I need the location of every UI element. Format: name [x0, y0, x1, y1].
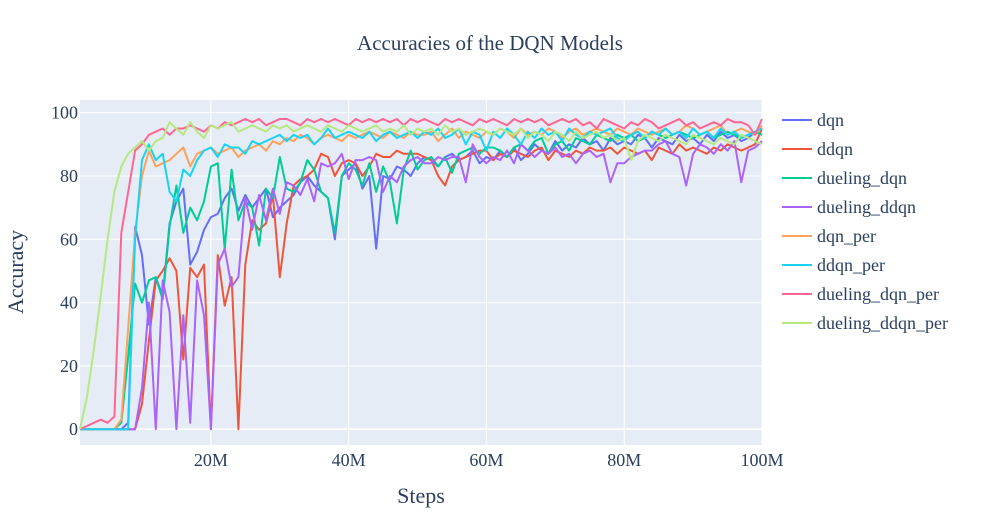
legend-item-dueling-dqn[interactable]: dueling_dqn — [782, 168, 907, 188]
legend-item-dqn-per[interactable]: dqn_per — [782, 226, 876, 246]
y-tick-label: 40 — [60, 293, 78, 313]
plot-area — [80, 100, 762, 445]
legend-item-dueling-ddqn-per[interactable]: dueling_ddqn_per — [782, 313, 948, 333]
x-tick-label: 20M — [194, 450, 228, 470]
x-tick-label: 60M — [469, 450, 503, 470]
legend-label: dqn — [817, 110, 844, 130]
y-tick-label: 60 — [60, 229, 78, 249]
legend-label: dueling_dqn — [817, 168, 907, 188]
y-tick-label: 20 — [60, 356, 78, 376]
y-axis-ticks: 0 20 40 60 80 100 — [51, 103, 78, 440]
legend-label: dueling_ddqn_per — [817, 313, 948, 333]
legend-item-dueling-ddqn[interactable]: dueling_ddqn — [782, 197, 916, 217]
legend-label: dqn_per — [817, 226, 876, 246]
y-axis-title: Accuracy — [3, 230, 28, 314]
series-line-dueling-ddqn-per — [79, 121, 763, 430]
legend-item-dueling-dqn-per[interactable]: dueling_dqn_per — [782, 284, 939, 304]
legend-label: dueling_ddqn — [817, 197, 916, 217]
legend-label: dueling_dqn_per — [817, 284, 939, 304]
chart-title: Accuracies of the DQN Models — [357, 31, 623, 55]
legend-item-dqn[interactable]: dqn — [782, 110, 844, 130]
y-tick-label: 0 — [69, 419, 78, 439]
legend-item-ddqn-per[interactable]: ddqn_per — [782, 255, 885, 275]
x-tick-label: 80M — [607, 450, 641, 470]
x-tick-label: 40M — [332, 450, 366, 470]
series-line-ddqn-per — [80, 127, 763, 431]
legend-label: ddqn — [817, 139, 853, 159]
legend-label: ddqn_per — [817, 255, 885, 275]
series-lines — [79, 118, 763, 431]
y-tick-label: 100 — [51, 103, 78, 123]
x-axis-ticks: 20M 40M 60M 80M 100M — [194, 450, 784, 470]
legend[interactable]: dqn ddqn dueling_dqn dueling_ddqn dqn_perddq… — [782, 110, 948, 333]
legend-item-ddqn[interactable]: ddqn — [782, 139, 853, 159]
x-axis-title: Steps — [397, 483, 445, 508]
y-tick-label: 80 — [60, 166, 78, 186]
x-tick-label: 100M — [740, 450, 783, 470]
series-line-ddqn — [80, 128, 763, 431]
series-line-dueling-ddqn — [80, 140, 763, 431]
